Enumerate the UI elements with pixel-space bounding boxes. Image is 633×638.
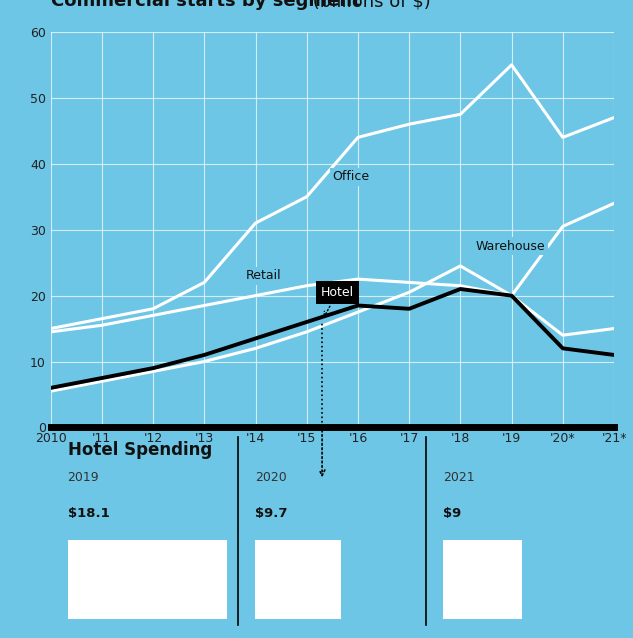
FancyBboxPatch shape xyxy=(443,540,522,619)
FancyBboxPatch shape xyxy=(68,540,227,619)
Text: Hotel Spending: Hotel Spending xyxy=(68,441,212,459)
Text: Warehouse: Warehouse xyxy=(476,240,546,253)
FancyBboxPatch shape xyxy=(255,540,341,619)
Text: Office: Office xyxy=(332,170,370,184)
Text: $9.7: $9.7 xyxy=(255,507,288,519)
Text: 2021: 2021 xyxy=(443,471,475,484)
Text: Hotel: Hotel xyxy=(321,286,354,317)
Text: Commercial starts by segment: Commercial starts by segment xyxy=(51,0,360,10)
Text: $9: $9 xyxy=(443,507,461,519)
Text: Retail: Retail xyxy=(245,269,281,283)
Text: 2020: 2020 xyxy=(255,471,287,484)
Text: $18.1: $18.1 xyxy=(68,507,110,519)
Text: 2019: 2019 xyxy=(68,471,99,484)
Text: (billions of $): (billions of $) xyxy=(307,0,430,10)
